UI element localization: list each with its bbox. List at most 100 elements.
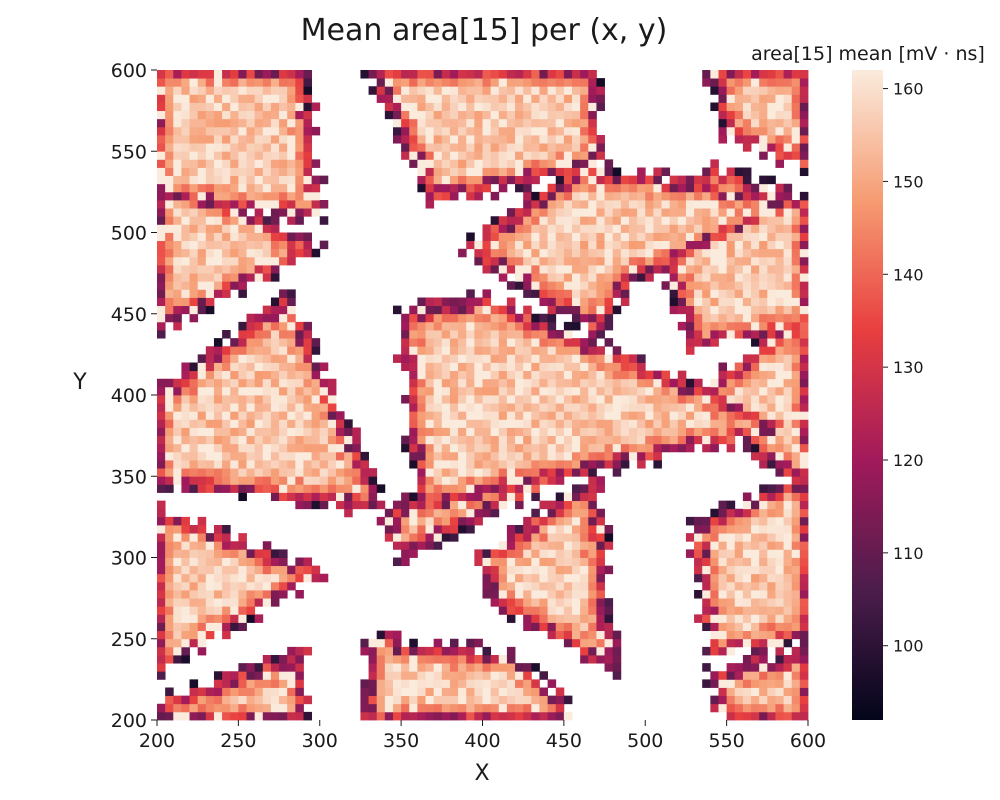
heatmap-cell <box>189 143 199 152</box>
heatmap-cell <box>425 70 435 79</box>
heatmap-cell <box>222 126 231 136</box>
heatmap-cell <box>303 232 313 242</box>
heatmap-cell <box>767 248 776 258</box>
heatmap-cell <box>547 500 557 510</box>
heatmap-cell <box>295 110 304 120</box>
heatmap-cell <box>572 443 581 453</box>
heatmap-cell <box>262 313 272 323</box>
heatmap-cell <box>490 167 500 177</box>
heatmap-cell <box>474 70 483 79</box>
heatmap-cell <box>441 476 451 485</box>
heatmap-cell <box>254 565 264 575</box>
heatmap-cell <box>555 565 565 575</box>
heatmap-cell <box>360 711 369 721</box>
heatmap-cell <box>596 321 605 331</box>
heatmap-cell <box>498 175 508 185</box>
heatmap-cell <box>173 630 182 640</box>
heatmap-cell <box>181 711 190 721</box>
heatmap-cell <box>254 484 264 493</box>
heatmap-cell <box>466 159 475 168</box>
heatmap-cell <box>392 118 402 128</box>
heatmap-cell <box>401 541 410 550</box>
heatmap-cell <box>555 573 565 583</box>
heatmap-cell <box>165 598 174 607</box>
heatmap-cell <box>344 460 353 469</box>
heatmap-cell <box>368 492 378 502</box>
heatmap-cell <box>523 541 532 550</box>
heatmap-cell <box>588 86 597 95</box>
heatmap-cell <box>620 208 630 217</box>
heatmap-cell <box>767 671 776 680</box>
heatmap-cell <box>791 386 801 396</box>
heatmap-cell <box>751 135 760 144</box>
heatmap-cell <box>173 476 182 485</box>
heatmap-cell <box>205 703 215 713</box>
heatmap-cell <box>515 443 524 453</box>
heatmap-cell <box>734 256 744 266</box>
heatmap-cell <box>759 687 768 697</box>
heatmap-cell <box>157 476 166 485</box>
heatmap-cell <box>311 183 321 193</box>
heatmap-cell <box>262 118 272 128</box>
heatmap-cell <box>563 338 573 347</box>
heatmap-cell <box>327 476 337 485</box>
heatmap-cell <box>759 525 768 534</box>
heatmap-cell <box>734 378 744 388</box>
heatmap-cell <box>449 703 459 713</box>
heatmap-cell <box>441 679 451 688</box>
heatmap-cell <box>384 687 394 697</box>
heatmap-cell <box>222 403 231 412</box>
heatmap-cell <box>173 403 182 412</box>
heatmap-cell <box>441 411 451 420</box>
heatmap-cell <box>620 386 630 396</box>
heatmap-cell <box>612 248 622 258</box>
heatmap-cell <box>694 297 703 307</box>
heatmap-cell <box>230 110 239 120</box>
heatmap-cell <box>775 248 784 258</box>
heatmap-cell <box>197 281 207 290</box>
heatmap-cell <box>270 86 280 95</box>
heatmap-cell <box>287 208 296 217</box>
heatmap-cell <box>685 232 695 242</box>
heatmap-cell <box>572 346 581 355</box>
heatmap-cell <box>401 143 410 152</box>
heatmap-cell <box>734 541 744 550</box>
heatmap-cell <box>767 622 776 632</box>
heatmap-cell <box>669 248 679 258</box>
heatmap-cell <box>433 362 443 372</box>
heatmap-cell <box>165 622 174 632</box>
heatmap-cell <box>694 549 703 558</box>
heatmap-cell <box>523 427 532 437</box>
heatmap-cell <box>205 549 215 558</box>
heatmap-cell <box>449 354 459 363</box>
heatmap-cell <box>506 386 516 396</box>
heatmap-cell <box>303 711 313 721</box>
heatmap-cell <box>783 533 793 542</box>
heatmap-cell <box>759 126 768 136</box>
heatmap-cell <box>612 191 622 201</box>
heatmap-cell <box>506 525 516 534</box>
heatmap-cell <box>262 695 272 705</box>
heatmap-cell <box>775 395 784 404</box>
heatmap-cell <box>628 232 638 242</box>
heatmap-cell <box>417 183 426 193</box>
heatmap-cell <box>173 86 182 95</box>
heatmap-cell <box>295 655 304 664</box>
heatmap-cell <box>197 516 207 526</box>
heatmap-cell <box>572 411 581 420</box>
heatmap-cell <box>279 126 288 136</box>
heatmap-cell <box>165 541 174 550</box>
heatmap-cell <box>726 216 736 225</box>
heatmap-cell <box>254 135 264 144</box>
heatmap-cell <box>157 484 166 493</box>
heatmap-cell <box>238 135 247 144</box>
heatmap-cell <box>588 435 597 445</box>
heatmap-cell <box>547 224 557 233</box>
heatmap-cell <box>637 248 646 258</box>
heatmap-cell <box>791 427 801 437</box>
heatmap-cell <box>734 265 744 274</box>
heatmap-cell <box>238 395 247 404</box>
heatmap-cell <box>628 183 638 193</box>
heatmap-cell <box>197 573 207 583</box>
heatmap-cell <box>775 370 784 380</box>
